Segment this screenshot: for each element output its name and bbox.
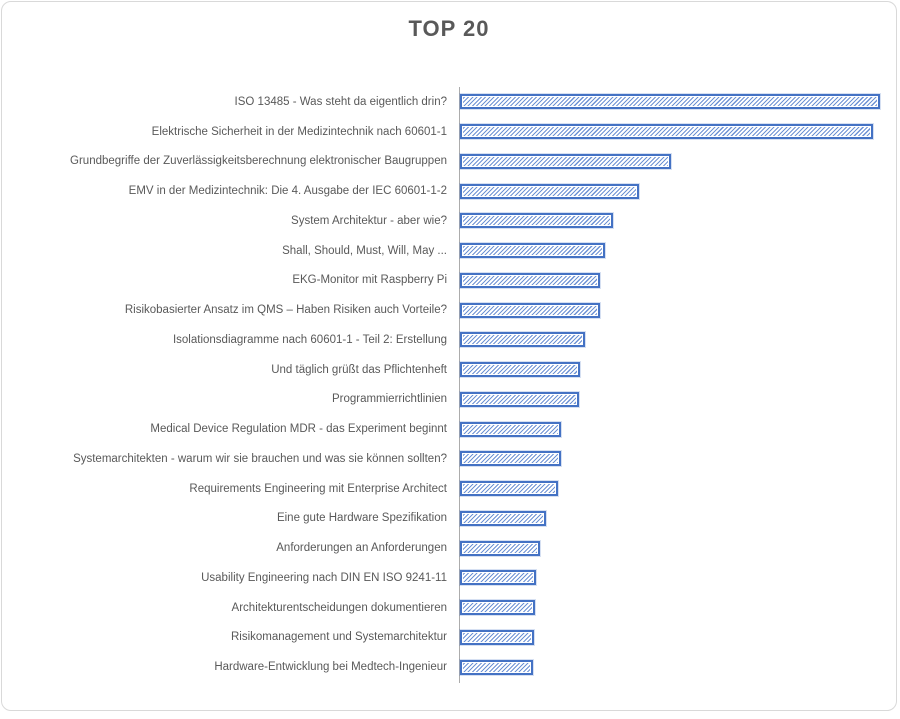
category-label: Risikomanagement und Systemarchitektur xyxy=(230,631,447,644)
bar[interactable] xyxy=(460,213,613,229)
bar-track xyxy=(460,147,900,177)
bar[interactable] xyxy=(460,124,873,140)
category-label: Eine gute Hardware Spezifikation xyxy=(276,512,447,525)
bar[interactable] xyxy=(460,362,580,378)
bar-row: Hardware-Entwicklung bei Medtech-Ingenie… xyxy=(2,652,900,682)
category-label: Requirements Engineering mit Enterprise … xyxy=(189,482,447,495)
bar[interactable] xyxy=(460,183,639,199)
bar-row: Architekturentscheidungen dokumentieren xyxy=(2,593,900,623)
category-label: Und täglich grüßt das Pflichtenheft xyxy=(271,363,447,376)
category-label: EMV in der Medizintechnik: Die 4. Ausgab… xyxy=(128,185,447,198)
bar-row: Programmierrichtlinien xyxy=(2,385,900,415)
bar[interactable] xyxy=(460,421,561,437)
category-label: Anforderungen an Anforderungen xyxy=(276,542,447,555)
bar-row: Eine gute Hardware Spezifikation xyxy=(2,504,900,534)
category-label: Risikobasierter Ansatz im QMS – Haben Ri… xyxy=(124,304,447,317)
bar[interactable] xyxy=(460,510,546,526)
bar[interactable] xyxy=(460,570,536,586)
bar-track xyxy=(460,504,900,534)
bar[interactable] xyxy=(460,629,534,645)
bar-track xyxy=(460,593,900,623)
bar-row: Und täglich grüßt das Pflichtenheft xyxy=(2,355,900,385)
category-axis-line xyxy=(459,87,460,683)
bar-track xyxy=(460,355,900,385)
bar-track xyxy=(460,236,900,266)
bar-track xyxy=(460,117,900,147)
category-label: Elektrische Sicherheit in der Medizintec… xyxy=(151,125,447,138)
bar-row: Medical Device Regulation MDR - das Expe… xyxy=(2,414,900,444)
bar[interactable] xyxy=(460,451,561,467)
bar-row: Risikomanagement und Systemarchitektur xyxy=(2,623,900,653)
bar[interactable] xyxy=(460,540,540,556)
bar-row: EKG-Monitor mit Raspberry Pi xyxy=(2,266,900,296)
category-label: Architekturentscheidungen dokumentieren xyxy=(231,601,447,614)
bar-track xyxy=(460,87,900,117)
bar[interactable] xyxy=(460,332,585,348)
bar[interactable] xyxy=(460,391,579,407)
bar-track xyxy=(460,414,900,444)
category-label: Isolationsdiagramme nach 60601-1 - Teil … xyxy=(172,333,447,346)
bar-track xyxy=(460,176,900,206)
category-label: Programmierrichtlinien xyxy=(331,393,447,406)
category-label: System Architektur - aber wie? xyxy=(291,214,447,227)
category-label: Usability Engineering nach DIN EN ISO 92… xyxy=(201,571,447,584)
bar-row: ISO 13485 - Was steht da eigentlich drin… xyxy=(2,87,900,117)
bar[interactable] xyxy=(460,243,605,259)
bar-track xyxy=(460,385,900,415)
bar[interactable] xyxy=(460,600,535,616)
bar-track xyxy=(460,444,900,474)
bar-row: Anforderungen an Anforderungen xyxy=(2,533,900,563)
bar[interactable] xyxy=(460,153,671,169)
category-label: Hardware-Entwicklung bei Medtech-Ingenie… xyxy=(214,661,447,674)
plot-area: ISO 13485 - Was steht da eigentlich drin… xyxy=(2,87,900,683)
category-label: Systemarchitekten - warum wir sie brauch… xyxy=(73,452,447,465)
bar[interactable] xyxy=(460,94,880,110)
bar-track xyxy=(460,652,900,682)
bar-track xyxy=(460,563,900,593)
bar-row: EMV in der Medizintechnik: Die 4. Ausgab… xyxy=(2,176,900,206)
bar-row: Risikobasierter Ansatz im QMS – Haben Ri… xyxy=(2,295,900,325)
bar[interactable] xyxy=(460,481,558,497)
bar-track xyxy=(460,474,900,504)
bar-track xyxy=(460,623,900,653)
bar-row: System Architektur - aber wie? xyxy=(2,206,900,236)
bar-track xyxy=(460,533,900,563)
bar[interactable] xyxy=(460,659,533,675)
category-label: Grundbegriffe der Zuverlässigkeitsberech… xyxy=(70,155,447,168)
category-label: Shall, Should, Must, Will, May ... xyxy=(282,244,447,257)
bar-row: Elektrische Sicherheit in der Medizintec… xyxy=(2,117,900,147)
bar-row: Grundbegriffe der Zuverlässigkeitsberech… xyxy=(2,147,900,177)
category-label: ISO 13485 - Was steht da eigentlich drin… xyxy=(234,95,447,108)
bar[interactable] xyxy=(460,272,600,288)
bar-track xyxy=(460,295,900,325)
bar[interactable] xyxy=(460,302,600,318)
bar-track xyxy=(460,325,900,355)
bar-row: Usability Engineering nach DIN EN ISO 92… xyxy=(2,563,900,593)
bar-track xyxy=(460,206,900,236)
bar-row: Isolationsdiagramme nach 60601-1 - Teil … xyxy=(2,325,900,355)
bar-row: Systemarchitekten - warum wir sie brauch… xyxy=(2,444,900,474)
category-label: EKG-Monitor mit Raspberry Pi xyxy=(292,274,447,287)
bar-row: Requirements Engineering mit Enterprise … xyxy=(2,474,900,504)
bar-row: Shall, Should, Must, Will, May ... xyxy=(2,236,900,266)
category-label: Medical Device Regulation MDR - das Expe… xyxy=(150,423,447,436)
bar-track xyxy=(460,266,900,296)
chart-title: TOP 20 xyxy=(408,16,490,41)
